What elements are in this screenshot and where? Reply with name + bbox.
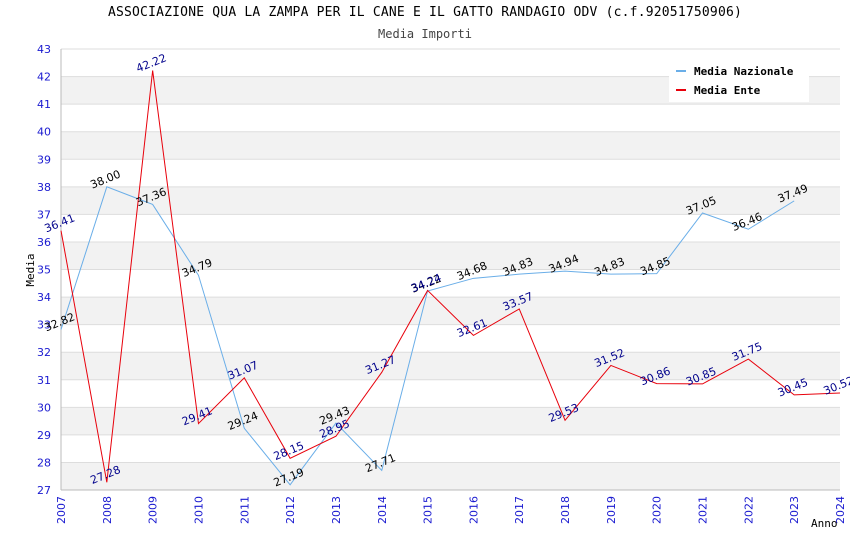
y-tick-label: 32 <box>37 346 51 359</box>
x-tick-label: 2011 <box>238 496 251 524</box>
x-tick-label: 2009 <box>147 496 160 524</box>
axes <box>60 49 840 491</box>
grid-band <box>61 297 840 325</box>
series-line <box>60 70 841 483</box>
series-lines <box>60 70 841 486</box>
y-axis-title: Media <box>24 253 37 286</box>
y-tick-label: 36 <box>37 236 51 249</box>
y-tick-label: 42 <box>37 71 51 84</box>
x-tick-label: 2023 <box>788 496 801 524</box>
x-axis-title: Anno <box>811 517 838 530</box>
x-tick-label: 2013 <box>330 496 343 524</box>
y-tick-label: 39 <box>37 153 51 166</box>
x-tick-label: 2014 <box>376 496 389 524</box>
y-tick-label: 33 <box>37 319 51 332</box>
x-tick-label: 2020 <box>651 496 664 524</box>
y-tick-label: 28 <box>37 456 51 469</box>
y-tick-label: 37 <box>37 208 51 221</box>
x-tick-label: 2024 <box>834 496 847 524</box>
x-tick-label: 2019 <box>605 496 618 524</box>
x-tick-label: 2018 <box>559 496 572 524</box>
y-tick-label: 43 <box>37 43 51 56</box>
x-tick-label: 2008 <box>101 496 114 524</box>
data-label: 28.15 <box>272 439 306 463</box>
grid-band <box>61 241 840 270</box>
y-tick-label: 35 <box>37 264 51 277</box>
y-tick-label: 40 <box>37 126 51 139</box>
legend-box <box>669 60 809 102</box>
chart-title: ASSOCIAZIONE QUA LA ZAMPA PER IL CANE E … <box>107 5 743 20</box>
data-label: 42.22 <box>134 51 168 75</box>
y-tick-label: 31 <box>37 374 51 387</box>
grid-bands <box>61 76 840 490</box>
legend-label: Media Nazionale <box>694 65 794 78</box>
x-tick-label: 2010 <box>192 496 205 524</box>
x-tick-label: 2012 <box>284 496 297 524</box>
x-tick-label: 2015 <box>422 496 435 524</box>
grid-band <box>61 131 840 160</box>
y-tick-label: 34 <box>37 291 51 304</box>
chart-subtitle: Media Importi <box>378 27 472 41</box>
y-tick-label: 41 <box>37 98 51 111</box>
grid-band <box>61 186 840 215</box>
x-tick-label: 2017 <box>513 496 526 524</box>
x-tick-label: 2007 <box>55 496 68 524</box>
x-tick-label: 2021 <box>697 496 710 524</box>
data-label: 34.24 <box>409 271 443 295</box>
grid-band <box>61 352 840 380</box>
y-tick-label: 38 <box>37 181 51 194</box>
y-tick-labels: 27 28 29 30 31 32 33 34 35 36 37 38 39 40 41 42 43 <box>37 43 51 497</box>
legend-label: Media Ente <box>694 84 761 97</box>
y-tick-label: 30 <box>37 401 51 414</box>
y-tick-label: 29 <box>37 429 51 442</box>
data-label: 32.82 <box>43 310 77 334</box>
x-tick-labels: 2007 2008 2009 2010 2011 2012 2013 2014 2015 2016… <box>55 496 847 524</box>
grid-band <box>61 462 840 490</box>
x-tick-label: 2022 <box>742 496 755 524</box>
y-tick-label: 27 <box>37 484 51 497</box>
series-line <box>60 186 795 486</box>
x-tick-label: 2016 <box>467 496 480 524</box>
legend: Media Nazionale Media Ente <box>669 60 809 102</box>
grid-band <box>61 407 840 435</box>
